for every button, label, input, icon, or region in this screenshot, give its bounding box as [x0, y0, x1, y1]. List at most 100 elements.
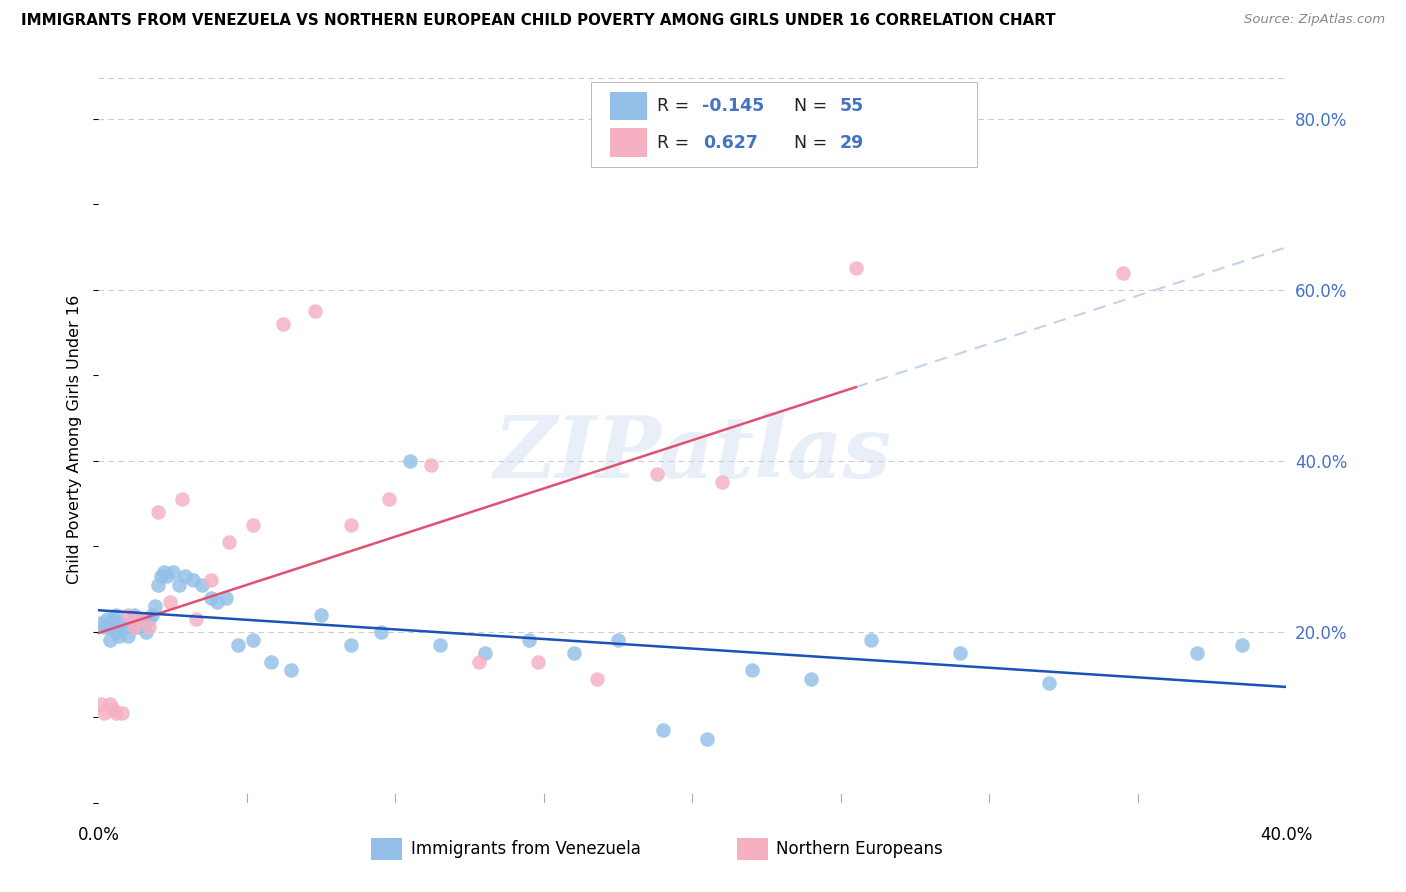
- Text: R =: R =: [657, 134, 695, 152]
- Point: [845, 261, 868, 276]
- Point: [696, 731, 718, 746]
- Point: [800, 672, 823, 686]
- Point: [859, 633, 882, 648]
- Point: [162, 565, 184, 579]
- Point: [467, 655, 489, 669]
- Point: [517, 633, 540, 648]
- Point: [105, 607, 128, 622]
- Point: [429, 638, 451, 652]
- Point: [143, 599, 166, 613]
- Text: 40.0%: 40.0%: [1260, 826, 1313, 844]
- Point: [474, 646, 496, 660]
- Text: N =: N =: [783, 134, 832, 152]
- Point: [90, 698, 112, 712]
- Point: [226, 638, 249, 652]
- Point: [260, 655, 283, 669]
- Point: [93, 706, 115, 720]
- Point: [420, 458, 443, 472]
- Point: [741, 663, 763, 677]
- Point: [138, 612, 160, 626]
- Text: 0.0%: 0.0%: [77, 826, 120, 844]
- Point: [108, 629, 131, 643]
- Point: [173, 569, 195, 583]
- Point: [129, 612, 152, 626]
- Point: [215, 591, 238, 605]
- Point: [1230, 638, 1253, 652]
- Point: [399, 453, 422, 467]
- Point: [340, 638, 363, 652]
- Text: -0.145: -0.145: [702, 97, 763, 115]
- Point: [105, 706, 128, 720]
- Point: [271, 317, 294, 331]
- Point: [93, 620, 115, 634]
- Point: [125, 620, 148, 634]
- Point: [183, 574, 205, 588]
- Text: 29: 29: [839, 134, 863, 152]
- Point: [378, 492, 401, 507]
- Point: [98, 620, 121, 634]
- Point: [111, 616, 134, 631]
- Point: [1112, 266, 1135, 280]
- Point: [645, 467, 668, 481]
- Point: [200, 574, 222, 588]
- Point: [149, 569, 172, 583]
- Point: [120, 616, 142, 631]
- Point: [114, 620, 136, 634]
- Point: [191, 578, 214, 592]
- Point: [152, 565, 174, 579]
- Point: [103, 702, 125, 716]
- Point: [527, 655, 550, 669]
- Point: [117, 629, 139, 643]
- Y-axis label: Child Poverty Among Girls Under 16: Child Poverty Among Girls Under 16: [67, 294, 83, 584]
- Point: [122, 607, 145, 622]
- Text: N =: N =: [783, 97, 832, 115]
- Text: 0.627: 0.627: [703, 134, 758, 152]
- Point: [105, 624, 128, 639]
- Point: [159, 595, 181, 609]
- Point: [607, 633, 630, 648]
- Point: [132, 612, 155, 626]
- Point: [167, 578, 190, 592]
- Point: [218, 535, 240, 549]
- Text: R =: R =: [657, 97, 695, 115]
- Point: [98, 698, 121, 712]
- Point: [370, 624, 392, 639]
- Point: [138, 620, 160, 634]
- Text: ZIPatlas: ZIPatlas: [494, 412, 891, 496]
- Point: [117, 607, 139, 622]
- Text: Immigrants from Venezuela: Immigrants from Venezuela: [411, 840, 640, 858]
- Point: [1038, 676, 1060, 690]
- Point: [135, 624, 157, 639]
- Point: [156, 569, 179, 583]
- Point: [186, 612, 208, 626]
- Point: [586, 672, 609, 686]
- Point: [304, 304, 326, 318]
- Point: [170, 492, 193, 507]
- Point: [280, 663, 302, 677]
- Text: Source: ZipAtlas.com: Source: ZipAtlas.com: [1244, 13, 1385, 27]
- Text: IMMIGRANTS FROM VENEZUELA VS NORTHERN EUROPEAN CHILD POVERTY AMONG GIRLS UNDER 1: IMMIGRANTS FROM VENEZUELA VS NORTHERN EU…: [21, 13, 1056, 29]
- Point: [146, 578, 169, 592]
- Point: [651, 723, 673, 737]
- Point: [562, 646, 585, 660]
- Text: 55: 55: [839, 97, 863, 115]
- Point: [309, 607, 332, 622]
- Point: [96, 612, 118, 626]
- Point: [711, 475, 734, 489]
- Point: [90, 616, 112, 631]
- Point: [122, 620, 145, 634]
- Point: [1187, 646, 1209, 660]
- Point: [200, 591, 222, 605]
- Point: [141, 607, 163, 622]
- Point: [949, 646, 972, 660]
- Point: [242, 633, 264, 648]
- Point: [103, 612, 125, 626]
- Point: [146, 505, 169, 519]
- Point: [111, 706, 134, 720]
- Point: [242, 517, 264, 532]
- Point: [129, 612, 152, 626]
- Point: [98, 633, 121, 648]
- Point: [340, 517, 363, 532]
- Text: Northern Europeans: Northern Europeans: [776, 840, 943, 858]
- Point: [207, 595, 229, 609]
